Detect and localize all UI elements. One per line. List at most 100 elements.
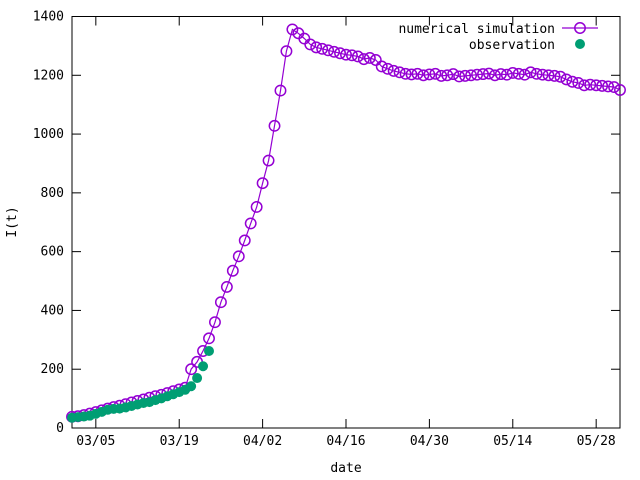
data-point [536,68,549,81]
data-point [518,68,531,81]
y-tick-label: 400 [41,303,64,318]
data-point [405,68,418,81]
data-point [572,76,585,89]
data-point [204,345,214,356]
y-tick-label: 0 [56,421,64,436]
series-1 [67,345,214,423]
data-point [500,68,513,81]
data-point [226,264,239,277]
data-point [584,78,597,91]
data-point [524,66,537,79]
data-point [506,66,519,79]
series-0 [66,23,626,423]
x-tick-label: 04/30 [410,434,449,449]
y-tick-label: 1400 [33,10,64,25]
series [66,23,626,423]
data-point [351,50,364,63]
y-tick-label: 1200 [33,68,64,83]
data-point [602,80,615,93]
data-point [357,53,370,66]
data-point [566,75,579,88]
data-point [435,69,448,82]
data-point [346,49,358,62]
y-axis-label: I(t) [5,206,20,237]
data-point [198,361,209,372]
data-point [268,119,281,132]
data-point [494,68,507,81]
legend-item: numerical simulation [398,22,598,37]
data-point [334,47,346,60]
data-point [542,69,555,82]
data-point [322,44,335,57]
data-point [554,70,567,83]
data-point [375,60,388,73]
x-tick-label: 05/14 [493,434,532,449]
legend-label: observation [469,38,555,53]
data-point [614,84,626,96]
data-point [399,67,412,80]
data-point [214,296,227,309]
y-tick-label: 200 [41,362,64,377]
x-tick-label: 04/02 [243,434,282,449]
data-point [381,62,394,75]
data-point [590,79,603,92]
data-point [417,69,430,82]
data-point [465,69,478,82]
data-point [316,42,329,55]
data-point [459,69,472,82]
x-tick-label: 05/28 [577,434,616,449]
data-point [530,67,543,80]
data-point [483,67,495,80]
data-point [280,45,293,58]
data-point [286,23,299,36]
data-point [608,81,620,93]
legend-marker [574,22,586,34]
data-point [310,41,323,54]
data-point [387,64,400,77]
data-point [429,67,442,80]
x-tick-label: 04/16 [326,434,365,449]
legend-marker [575,39,585,49]
data-point [304,38,317,51]
y-tick-label: 1000 [33,127,64,142]
legend-label: numerical simulation [398,22,555,37]
data-point [447,68,460,81]
data-point [488,69,501,82]
data-point [220,280,233,293]
data-point [250,201,263,213]
data-point [232,250,245,263]
data-point [192,373,203,384]
data-point [423,68,436,81]
tick-marks [72,16,620,429]
data-point [328,45,341,58]
data-point [340,48,352,61]
data-point [209,316,221,329]
data-point [186,381,197,392]
legend-item: observation [469,38,585,53]
data-point [512,67,525,80]
y-tick-label: 800 [41,186,64,201]
data-point [560,73,573,86]
data-point [244,217,257,230]
data-point [471,68,483,81]
x-tick-label: 03/19 [160,434,199,449]
y-tick-label: 600 [41,245,64,260]
data-point [238,234,251,247]
data-point [411,67,424,80]
data-point [477,68,489,81]
tick-labels: 0 200 400 600 800 1000 1200 1400 03/05 03/19 04/02… [33,10,616,450]
data-point [596,79,609,92]
data-point [363,51,376,64]
data-point [548,69,561,82]
data-point [453,70,466,83]
data-point [441,69,454,82]
data-point [274,84,287,97]
data-point [578,79,591,92]
data-point [203,332,215,345]
data-point [262,154,275,167]
x-tick-label: 03/05 [76,434,115,449]
data-point [369,54,382,66]
data-point [393,66,406,79]
